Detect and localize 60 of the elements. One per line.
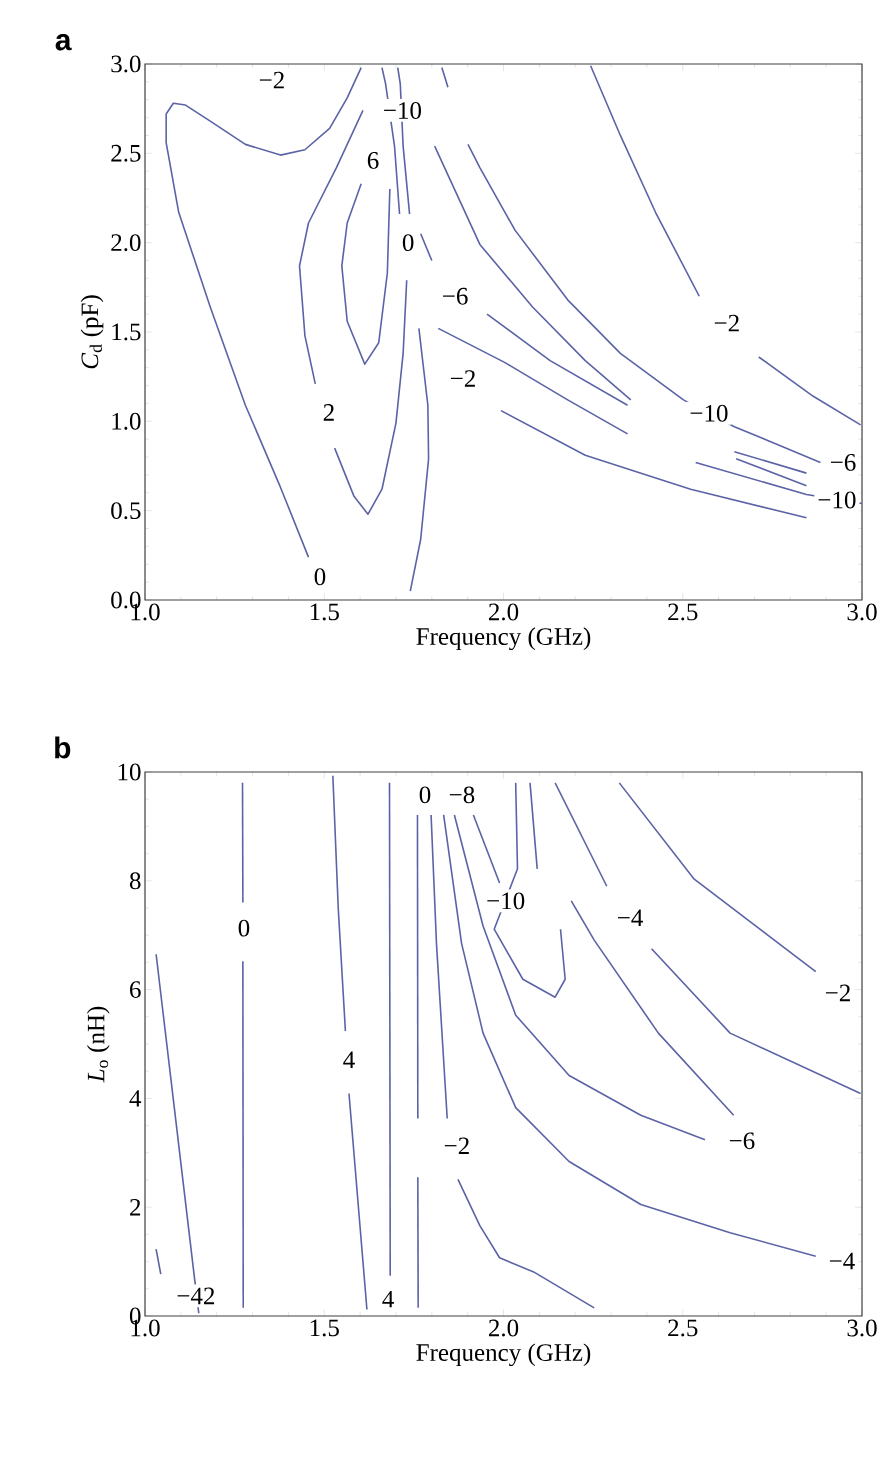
line-series	[333, 279, 408, 516]
x-tick-label: 1.5	[310, 1319, 339, 1337]
y-tick-label: 2.0	[111, 234, 141, 252]
annotation: −2	[825, 984, 850, 1002]
x-tick-label: 2.5	[668, 1319, 698, 1337]
annotation: 4	[343, 1051, 355, 1068]
chart-title: a	[55, 34, 72, 51]
y-tick-label: 0.5	[111, 502, 141, 520]
line-series	[409, 327, 430, 592]
line-series	[165, 66, 362, 558]
annotation: 0	[419, 786, 431, 804]
y-axis-title: L$_{o}$ (nH)	[86, 1006, 110, 1083]
annotation: −6	[443, 287, 468, 305]
line-series	[437, 327, 629, 435]
annotation: −10	[487, 892, 525, 910]
annotation: 0	[314, 568, 326, 586]
line-series	[442, 814, 817, 1257]
annotation: 2	[323, 404, 334, 421]
annotation: −10	[690, 404, 728, 422]
x-axis-title: Frequency (GHz)	[416, 627, 591, 651]
x-tick-label: 3.0	[847, 603, 877, 621]
annotation: −10	[818, 491, 856, 509]
x-tick-label: 3.0	[847, 1319, 877, 1337]
x-tick-label: 2.0	[488, 603, 519, 621]
y-tick-label: 6	[130, 981, 141, 998]
y-tick-label: 3.0	[111, 55, 141, 73]
annotation: 4	[382, 1290, 394, 1308]
annotation: −2	[444, 1137, 469, 1154]
chart-title: b	[55, 736, 71, 759]
annotation: −2	[450, 370, 475, 387]
line-series	[341, 182, 391, 365]
annotation: −2	[714, 314, 739, 332]
y-tick-label: 2.5	[111, 144, 141, 162]
line-series	[570, 900, 735, 1117]
y-tick-label: 2	[130, 1198, 141, 1216]
annotation: −42	[177, 1287, 215, 1305]
annotation: −4	[618, 909, 643, 927]
y-tick-label: 1.0	[112, 412, 141, 430]
x-tick-label: 2.5	[668, 603, 698, 621]
line-series	[298, 109, 364, 385]
x-tick-label: 1.5	[310, 603, 339, 621]
annotation: −10	[384, 102, 421, 119]
annotation: −2	[259, 71, 284, 89]
annotation: −4	[829, 1252, 855, 1270]
y-tick-label: 10	[118, 763, 141, 781]
x-tick-label: 2.0	[488, 1319, 519, 1337]
annotation: −6	[729, 1132, 755, 1150]
y-tick-label: 1.5	[112, 323, 141, 341]
y-tick-label: 4	[129, 1090, 142, 1107]
annotation: 6	[367, 152, 379, 169]
y-tick-label: 8	[129, 872, 141, 890]
x-axis-title: Frequency (GHz)	[416, 1343, 591, 1367]
y-axis-title: C$_{d}$ (pF)	[80, 295, 104, 369]
line-series	[457, 1178, 595, 1309]
line-series	[589, 64, 701, 298]
annotation: 0	[402, 234, 414, 252]
annotation: −8	[449, 786, 475, 804]
line-series	[433, 145, 632, 401]
annotation: −6	[830, 454, 856, 471]
annotation: 0	[238, 919, 250, 937]
